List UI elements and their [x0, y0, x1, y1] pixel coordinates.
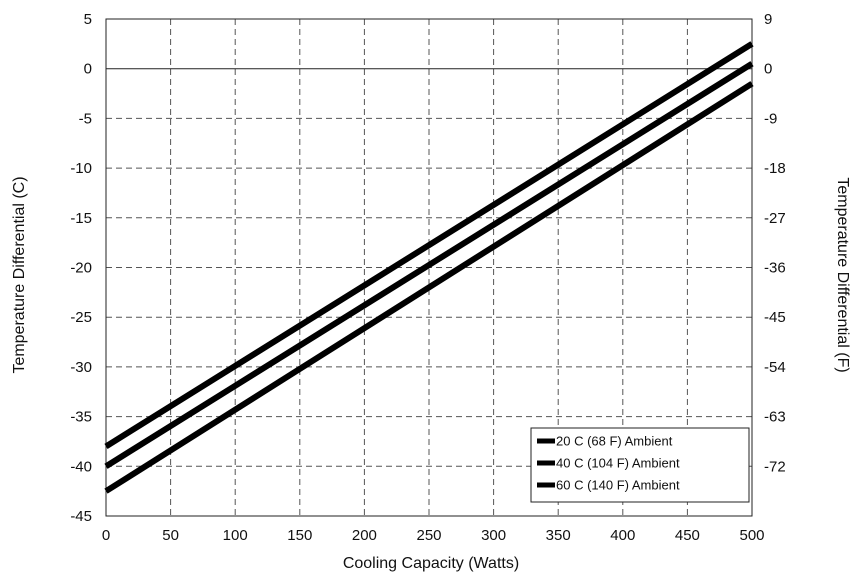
- y-tick-label: 5: [84, 11, 92, 28]
- legend-label: 40 C (104 F) Ambient: [556, 456, 680, 471]
- x-axis-ticks: 0 50 100 150 200 250 300 350 400 450 500: [102, 527, 765, 544]
- y2-axis-title: Temperature Differential (F): [834, 177, 851, 372]
- x-tick-label: 0: [102, 527, 110, 544]
- y-tick-label: -15: [70, 210, 92, 227]
- y-tick-label: 0: [84, 61, 92, 78]
- x-tick-label: 300: [481, 527, 506, 544]
- y-tick-label: -45: [70, 508, 92, 525]
- y2-tick-label: -54: [764, 359, 786, 376]
- y-axis-title: Temperature Differential (C): [11, 176, 28, 373]
- x-tick-label: 150: [287, 527, 312, 544]
- y2-tick-label: -63: [764, 409, 786, 426]
- y-tick-label: -40: [70, 458, 92, 475]
- series-lines: [104, 41, 754, 494]
- y-axis-ticks: 5 0 -5 -10 -15 -20 -25 -30 -35 -40 -45: [70, 11, 92, 525]
- legend-box: [530, 427, 750, 503]
- y-tick-label: -10: [70, 160, 92, 177]
- plot-frame: [105, 18, 753, 517]
- y2-axis-ticks: 9 0 -9 -18 -27 -36 -45 -54 -63 -72: [764, 11, 786, 475]
- y2-tick-label: -45: [764, 309, 786, 326]
- x-tick-label: 100: [223, 527, 248, 544]
- y-tick-label: -30: [70, 359, 92, 376]
- y-tick-label: -25: [70, 309, 92, 326]
- x-tick-label: 450: [675, 527, 700, 544]
- legend-label: 60 C (140 F) Ambient: [556, 478, 680, 493]
- y2-tick-label: 9: [764, 11, 772, 28]
- series-line-3: [104, 81, 754, 494]
- legend-label: 20 C (68 F) Ambient: [556, 434, 673, 449]
- y2-tick-label: -36: [764, 260, 786, 277]
- x-tick-label: 50: [162, 527, 179, 544]
- x-tick-label: 500: [739, 527, 764, 544]
- y-tick-label: -20: [70, 260, 92, 277]
- y2-tick-label: -27: [764, 210, 786, 227]
- series-line-1: [104, 41, 754, 449]
- y2-tick-label: -9: [764, 110, 777, 127]
- y2-tick-label: -72: [764, 458, 786, 475]
- legend: 20 C (68 F) Ambient 40 C (104 F) Ambient 6…: [530, 427, 750, 503]
- x-axis-title: Cooling Capacity (Watts): [343, 555, 519, 572]
- y-tick-label: -5: [79, 110, 92, 127]
- x-tick-label: 400: [610, 527, 635, 544]
- y2-tick-label: 0: [764, 61, 772, 78]
- x-tick-label: 200: [352, 527, 377, 544]
- y-tick-label: -35: [70, 409, 92, 426]
- y2-tick-label: -18: [764, 160, 786, 177]
- series-line-2: [104, 61, 754, 469]
- x-tick-label: 250: [416, 527, 441, 544]
- x-tick-label: 350: [546, 527, 571, 544]
